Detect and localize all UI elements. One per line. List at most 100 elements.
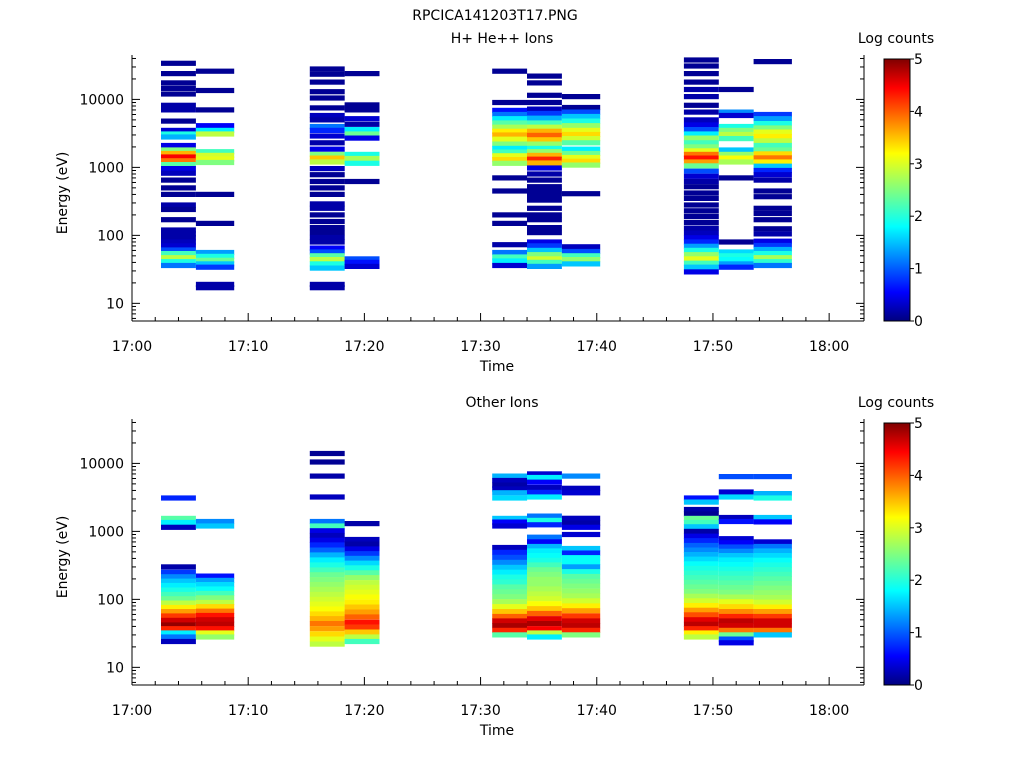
heatmap-cell (561, 583, 601, 589)
heatmap-cell (344, 589, 380, 595)
heatmap-cell (161, 217, 196, 223)
heatmap-cell (683, 626, 719, 632)
colorbar: Log counts 0 1 2 3 4 5 (858, 31, 934, 330)
x-tick-label: 17:20 (344, 339, 384, 355)
heatmap-cell (309, 155, 345, 161)
heatmap-cell (195, 626, 235, 632)
heatmap-cell (161, 191, 196, 197)
heatmap-cells (161, 450, 792, 647)
heatmap-cell (344, 256, 380, 262)
heatmap-cell (309, 201, 345, 207)
heatmap-cell (527, 230, 562, 236)
heatmap-cell (309, 112, 345, 119)
heatmap-cell (718, 618, 754, 624)
heatmap-cell (561, 559, 601, 565)
heatmap-cell (683, 547, 719, 553)
heatmap-cell (309, 245, 345, 251)
heatmap-cell (161, 91, 196, 97)
heatmap-cell (527, 548, 562, 554)
colorbar-label: Log counts (858, 395, 934, 411)
heatmap-cell (718, 109, 754, 115)
panels: 17:00 17:10 17:20 17:30 17:40 17:50 18:0010100… (55, 31, 934, 739)
heatmap-cell (683, 515, 719, 521)
heatmap-cell (753, 539, 792, 545)
heatmap-cell (718, 131, 754, 138)
heatmap-cell (527, 205, 562, 211)
heatmap-cell (683, 533, 719, 539)
heatmap-cell (527, 217, 562, 223)
heatmap-cell (492, 262, 528, 269)
heatmap-cell (683, 252, 719, 258)
y-tick-label: 1000 (88, 160, 124, 176)
heatmap-cell (492, 145, 528, 151)
heatmap-cell (344, 604, 380, 610)
heatmap-cell (492, 477, 528, 484)
heatmap-cell (753, 491, 792, 497)
heatmap-cell (195, 604, 235, 610)
heatmap-cell (683, 565, 719, 571)
heatmap-cell (718, 257, 754, 263)
heatmap-cell (492, 254, 528, 260)
heatmap-cell (753, 155, 792, 161)
heatmap-cell (344, 259, 380, 265)
heatmap-cell (718, 589, 754, 595)
heatmap-cell (527, 634, 562, 640)
heatmap-cell (309, 253, 345, 259)
heatmap-cell (492, 132, 528, 138)
heatmap-cell (344, 546, 380, 552)
heatmap-cell (195, 612, 235, 619)
heatmap-cell (527, 80, 562, 86)
heatmap-cell (561, 632, 601, 638)
heatmap-cell (527, 73, 562, 79)
heatmap-cell (492, 136, 528, 142)
heatmap-cell (753, 205, 792, 211)
heatmap-cell (561, 618, 601, 624)
heatmap-cell (492, 124, 528, 130)
heatmap-cell (492, 212, 528, 218)
heatmap-cell (344, 555, 380, 561)
heatmap-cell (309, 281, 345, 287)
heatmap-cell (683, 552, 719, 558)
heatmap-cell (161, 569, 196, 575)
heatmap-cell (683, 79, 719, 85)
heatmap-cell (344, 584, 380, 590)
heatmap-cell (527, 471, 562, 477)
heatmap-cell (718, 544, 754, 550)
heatmap-cell (683, 144, 719, 150)
x-tick-label: 17:10 (228, 339, 268, 355)
heatmap-cell (309, 636, 345, 642)
heatmap-cell (161, 622, 196, 628)
heatmap-cell (753, 562, 792, 568)
heatmap-cell (309, 547, 345, 553)
colorbar-tick-label: 5 (914, 416, 923, 432)
heatmap-cell (527, 606, 562, 612)
colorbar: Log counts 0 1 2 3 4 5 (858, 395, 934, 694)
heatmap-cell (492, 249, 528, 256)
colorbar-tick-label: 3 (914, 521, 923, 537)
heatmap-cell (718, 557, 754, 563)
heatmap-cell (561, 131, 601, 138)
heatmap-cell (195, 152, 235, 158)
heatmap-cell (683, 184, 719, 190)
heatmap-cell (683, 178, 719, 185)
heatmap-cell (718, 155, 754, 161)
heatmap-cell (683, 570, 719, 576)
heatmap-cell (195, 191, 235, 197)
heatmap-cell (753, 571, 792, 577)
heatmap-cell (161, 262, 196, 269)
y-tick-label: 10000 (79, 92, 124, 108)
heatmap-cell (753, 576, 792, 582)
heatmap-cell (309, 450, 345, 457)
heatmap-cell (561, 191, 601, 197)
heatmap-cell (561, 588, 601, 594)
heatmap-cell (683, 598, 719, 604)
heatmap-cell (527, 557, 562, 563)
heatmap-cell (683, 575, 719, 581)
heatmap-cell (683, 542, 719, 549)
heatmap-cell (527, 485, 562, 491)
heatmap-cell (161, 231, 196, 237)
heatmap-cell (753, 627, 792, 633)
heatmap-cell (683, 630, 719, 636)
heatmap-cell (161, 638, 196, 645)
heatmap-cell (161, 519, 196, 526)
